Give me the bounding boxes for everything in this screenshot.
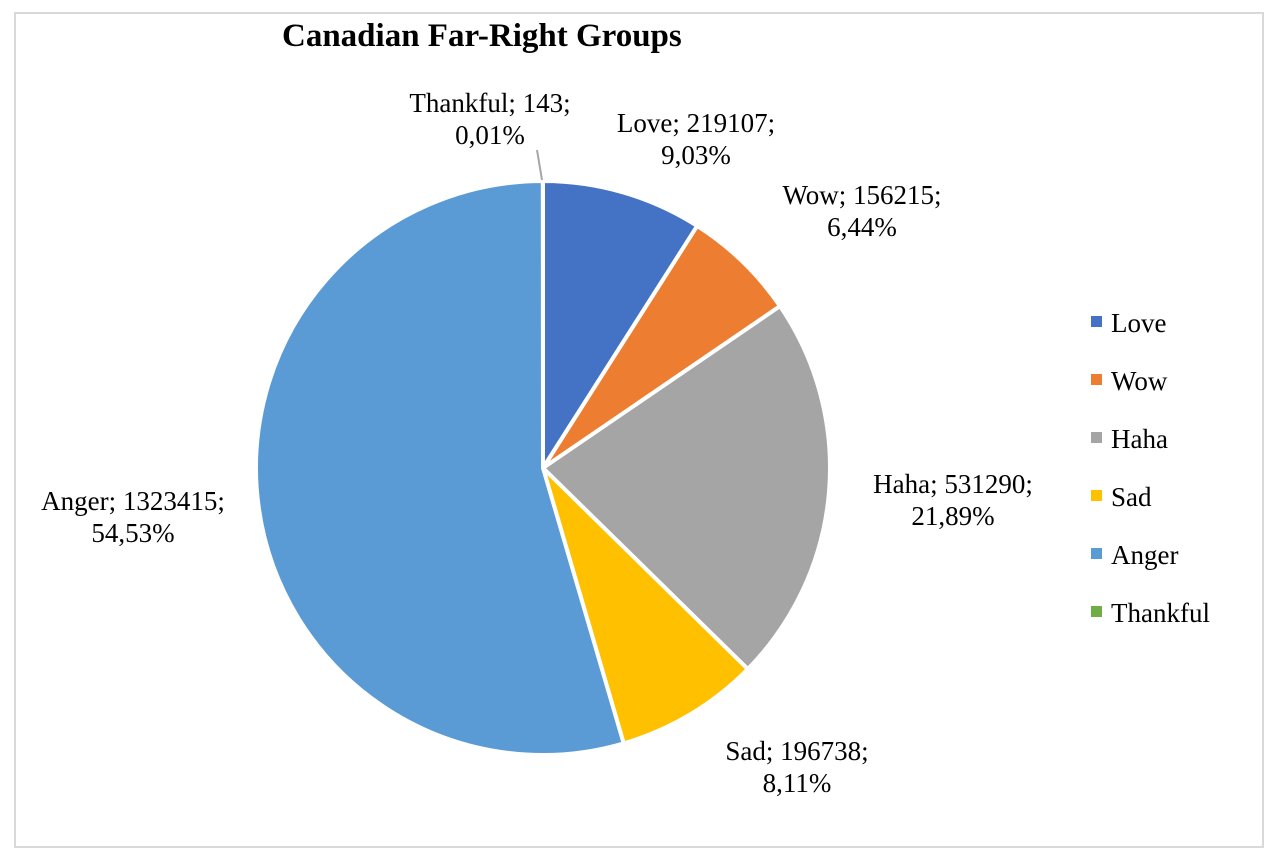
- legend-marker-sad: [1091, 490, 1102, 501]
- legend-label-sad: Sad: [1111, 482, 1152, 512]
- legend-marker-anger: [1091, 548, 1102, 559]
- pie-slice-wow: [541, 223, 783, 470]
- data-labels: Love; 219107; 9,03%Wow; 156215; 6,44% Haha;…: [41, 88, 1033, 798]
- pie-slice-haha: [541, 304, 832, 672]
- data-label-haha: Haha; 531290; 21,89%: [873, 469, 1033, 531]
- pie-slice-love: [541, 179, 700, 470]
- pie-slice-sad: [541, 466, 750, 746]
- data-label-thankful: Thankful; 143; 0,01%: [409, 88, 570, 150]
- legend-marker-wow: [1091, 374, 1102, 385]
- legend: Love Wow Haha Sad Anger Thankful: [1091, 308, 1210, 628]
- data-label-wow: Wow; 156215; 6,44%: [782, 180, 941, 242]
- data-label-anger: Anger; 1323415; 54,53%: [41, 486, 225, 548]
- pie-slices: [254, 178, 832, 757]
- pie-slice-anger: [254, 179, 626, 757]
- leader-line-thankful: [536, 149, 543, 181]
- legend-marker-haha: [1091, 432, 1102, 443]
- legend-label-love: Love: [1111, 308, 1166, 338]
- legend-marker-thankful: [1091, 606, 1102, 617]
- data-label-love: Love; 219107; 9,03%: [617, 108, 775, 170]
- legend-label-haha: Haha: [1111, 424, 1168, 454]
- legend-marker-love: [1091, 316, 1102, 327]
- legend-label-anger: Anger: [1111, 540, 1178, 570]
- chart-title: Canadian Far-Right Groups: [282, 18, 682, 54]
- data-label-sad: Sad; 196738; 8,11%: [725, 736, 868, 798]
- legend-label-thankful: Thankful: [1111, 598, 1210, 628]
- legend-label-wow: Wow: [1111, 366, 1168, 396]
